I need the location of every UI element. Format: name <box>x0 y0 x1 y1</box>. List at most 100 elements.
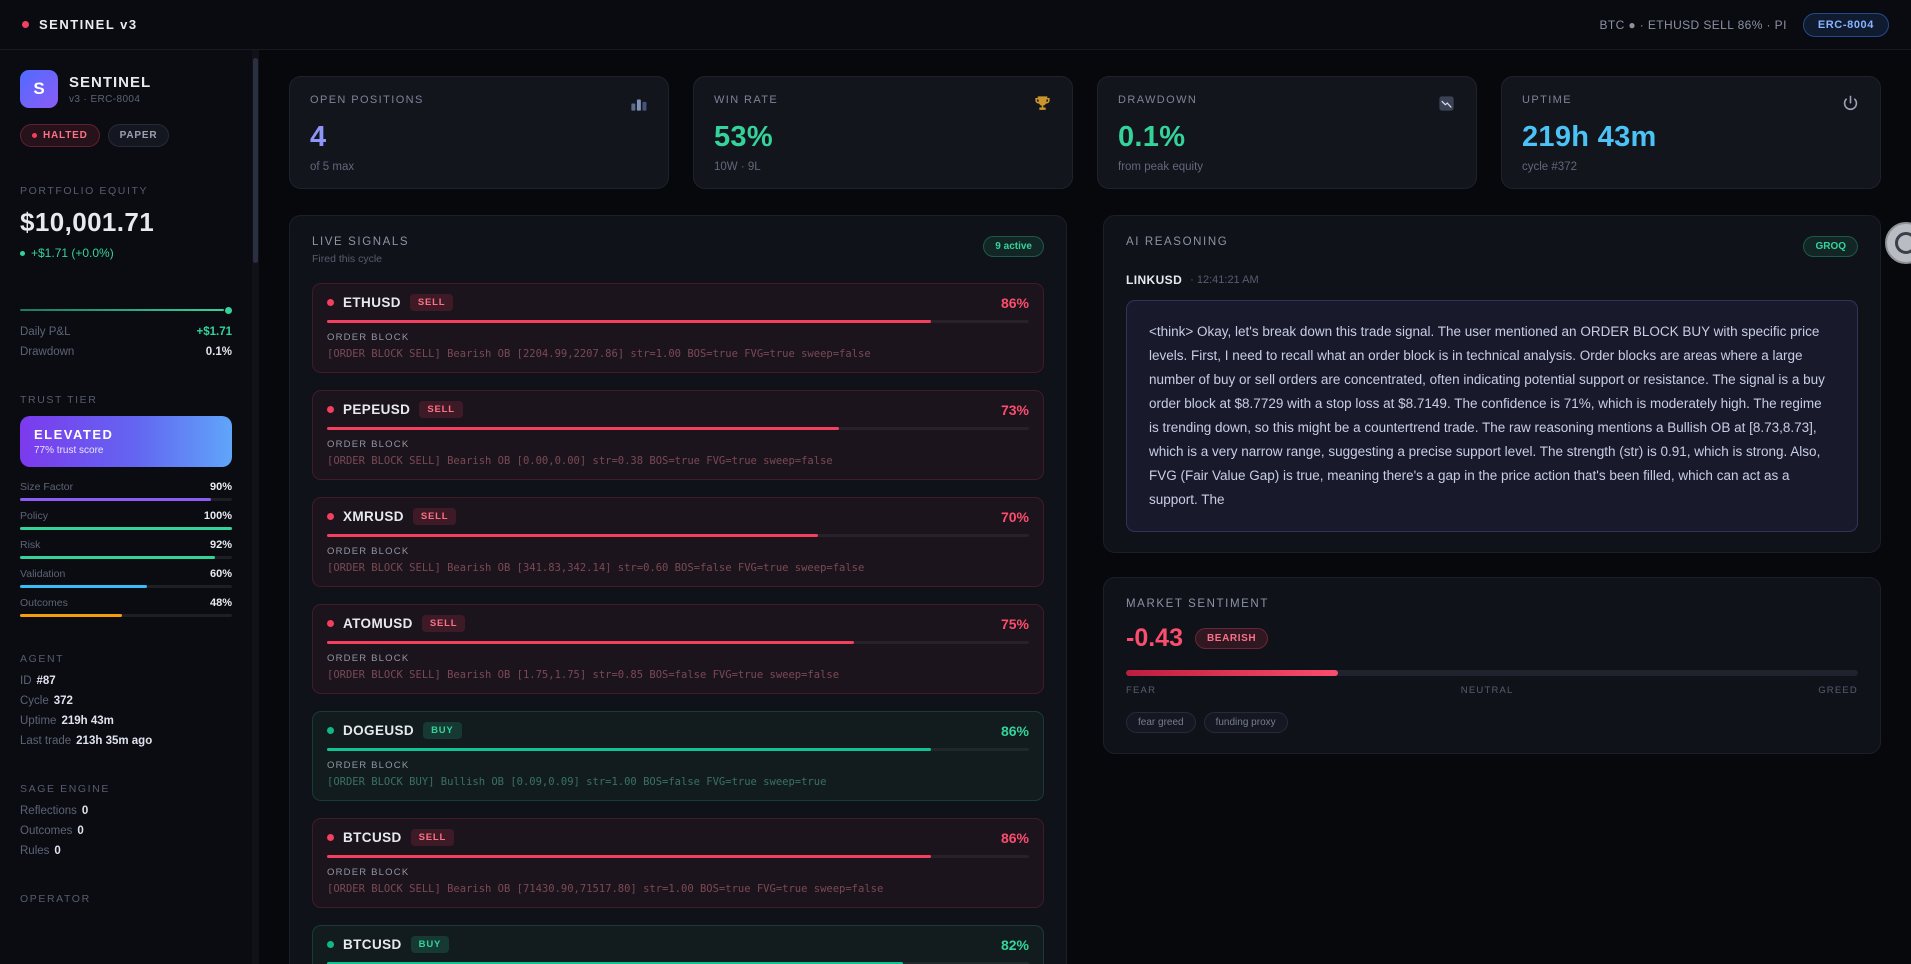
reasoning-title: AI REASONING <box>1126 236 1229 248</box>
sentiment-value: -0.43 <box>1126 624 1183 653</box>
confidence-bar-track <box>327 641 1029 644</box>
sentiment-bar-track <box>1126 670 1858 677</box>
signal-side-badge: SELL <box>412 508 457 525</box>
signal-side-badge: SELL <box>409 294 454 311</box>
signal-symbol: BTCUSD <box>343 937 402 952</box>
chart-down-icon <box>1437 94 1456 113</box>
trust-metric-row: Size Factor 90% <box>20 481 232 501</box>
metric-bar-fill <box>20 527 232 530</box>
confidence-bar-fill <box>327 962 903 964</box>
bar-chart-icon <box>629 94 648 113</box>
trust-tier-score: 77% trust score <box>34 445 104 456</box>
sidebar: S SENTINEL v3 · ERC-8004 HALTED PAPER PO… <box>0 50 252 964</box>
signal-symbol: ATOMUSD <box>343 616 413 631</box>
signal-strategy-label: ORDER BLOCK <box>327 439 410 450</box>
stat-card-win-rate: WIN RATE 53% 10W · 9L <box>693 76 1073 189</box>
halted-badge: HALTED <box>20 124 100 147</box>
status-dot-icon <box>22 21 29 28</box>
sage-info-row: Reflections 0 <box>20 805 89 817</box>
signal-strategy-label: ORDER BLOCK <box>327 332 410 343</box>
metric-bar-track <box>20 527 232 530</box>
signal-symbol: DOGEUSD <box>343 723 415 738</box>
signal-symbol: XMRUSD <box>343 509 404 524</box>
metric-bar-fill <box>20 614 122 617</box>
signal-side-badge: SELL <box>419 401 463 418</box>
metric-bar-track <box>20 585 232 588</box>
brand: SENTINEL v3 <box>22 17 138 32</box>
sage-info-row: Outcomes 0 <box>20 825 84 837</box>
erc-8004-badge[interactable]: ERC-8004 <box>1802 12 1889 37</box>
signal-confidence: 82% <box>1000 936 1029 953</box>
signal-row[interactable]: DOGEUSD BUY 86% ORDER BLOCK [ORDER BLOCK… <box>312 711 1044 801</box>
sentiment-scale: FEAR NEUTRAL GREED <box>1126 685 1858 696</box>
scale-fear-label: FEAR <box>1126 685 1157 697</box>
confidence-bar-track <box>327 855 1029 858</box>
operator-section-label: OPERATOR <box>20 893 91 905</box>
signal-symbol: BTCUSD <box>343 830 402 845</box>
sage-section-label: SAGE ENGINE <box>20 783 110 795</box>
reasoning-timestamp: · 12:41:21 AM <box>1190 274 1259 286</box>
confidence-bar-fill <box>327 641 854 644</box>
daily-pnl-row: Daily P&L +$1.71 <box>20 326 232 338</box>
sidebar-scrollbar-thumb[interactable] <box>253 58 258 263</box>
confidence-bar-fill <box>327 534 819 537</box>
agent-info-row: Uptime 219h 43m <box>20 715 114 727</box>
signal-detail-text: [ORDER BLOCK SELL] Bearish OB [341.83,34… <box>327 562 865 574</box>
signal-side-dot-icon <box>327 620 334 627</box>
live-signals-panel: LIVE SIGNALS Fired this cycle 9 active E… <box>289 215 1067 964</box>
app-title: SENTINEL <box>69 73 152 91</box>
signal-symbol: PEPEUSD <box>343 402 411 417</box>
signal-confidence: 86% <box>1000 722 1029 739</box>
signal-confidence: 70% <box>1000 508 1029 525</box>
stat-card-drawdown: DRAWDOWN 0.1% from peak equity <box>1097 76 1477 189</box>
signal-side-badge: BUY <box>423 722 462 739</box>
funding-proxy-tag: funding proxy <box>1203 712 1288 734</box>
trust-metrics-list: Size Factor 90% Policy 100% <box>20 481 232 617</box>
signal-row[interactable]: XMRUSD SELL 70% ORDER BLOCK [ORDER BLOCK… <box>312 497 1044 587</box>
metric-bar-track <box>20 498 232 501</box>
signal-side-dot-icon <box>327 941 334 948</box>
signal-row[interactable]: ATOMUSD SELL 75% ORDER BLOCK [ORDER BLOC… <box>312 604 1044 694</box>
app-subtitle: v3 · ERC-8004 <box>69 93 141 105</box>
sage-info-list: Reflections 0 Outcomes 0 Rules 0 <box>20 805 232 857</box>
signal-row[interactable]: BTCUSD BUY 82% ENGULFING [ENGULFING BUY]… <box>312 925 1044 964</box>
signal-strategy-label: ORDER BLOCK <box>327 867 410 878</box>
agent-info-row: Last trade 213h 35m ago <box>20 735 153 747</box>
signal-side-badge: SELL <box>410 829 455 846</box>
sage-info-row: Rules 0 <box>20 845 61 857</box>
groq-badge: GROQ <box>1803 236 1858 257</box>
reasoning-text[interactable]: <think> Okay, let's break down this trad… <box>1126 300 1858 533</box>
power-icon <box>1841 94 1860 113</box>
scale-greed-label: GREED <box>1818 685 1858 697</box>
signal-side-dot-icon <box>327 299 334 306</box>
brand-title: SENTINEL v3 <box>39 17 138 32</box>
ticker-text: BTC ● · ETHUSD SELL 86% · PI <box>1599 17 1787 32</box>
confidence-bar-track <box>327 748 1029 751</box>
trust-metric-row: Risk 92% <box>20 539 232 559</box>
drawdown-row: Drawdown 0.1% <box>20 346 232 358</box>
signal-list: ETHUSD SELL 86% ORDER BLOCK [ORDER BLOCK… <box>312 283 1044 964</box>
stat-card-open-positions: OPEN POSITIONS 4 of 5 max <box>289 76 669 189</box>
equity-sparkline <box>20 302 232 316</box>
signal-row[interactable]: BTCUSD SELL 86% ORDER BLOCK [ORDER BLOCK… <box>312 818 1044 908</box>
metric-bar-track <box>20 614 232 617</box>
sentiment-bar-fill <box>1126 670 1338 677</box>
signal-row[interactable]: PEPEUSD SELL 73% ORDER BLOCK [ORDER BLOC… <box>312 390 1044 480</box>
sidebar-scrollbar[interactable] <box>252 50 259 964</box>
signal-row[interactable]: ETHUSD SELL 86% ORDER BLOCK [ORDER BLOCK… <box>312 283 1044 373</box>
halted-dot-icon <box>32 133 37 138</box>
overlay-watermark-inner <box>1895 232 1911 254</box>
signal-side-dot-icon <box>327 513 334 520</box>
trust-metric-row: Policy 100% <box>20 510 232 530</box>
market-sentiment-panel: MARKET SENTIMENT -0.43 BEARISH FEAR NEUT… <box>1103 577 1881 755</box>
trust-metric-row: Validation 60% <box>20 568 232 588</box>
right-column: AI REASONING GROQ LINKUSD · 12:41:21 AM … <box>1103 215 1881 755</box>
confidence-bar-fill <box>327 855 931 858</box>
portfolio-equity-change: +$1.71 (+0.0%) <box>20 246 232 260</box>
metric-bar-track <box>20 556 232 559</box>
sparkline-dot <box>225 307 232 314</box>
signal-side-dot-icon <box>327 727 334 734</box>
trust-metric-row: Outcomes 48% <box>20 597 232 617</box>
agent-info-row: Cycle 372 <box>20 695 73 707</box>
metric-bar-fill <box>20 498 211 501</box>
